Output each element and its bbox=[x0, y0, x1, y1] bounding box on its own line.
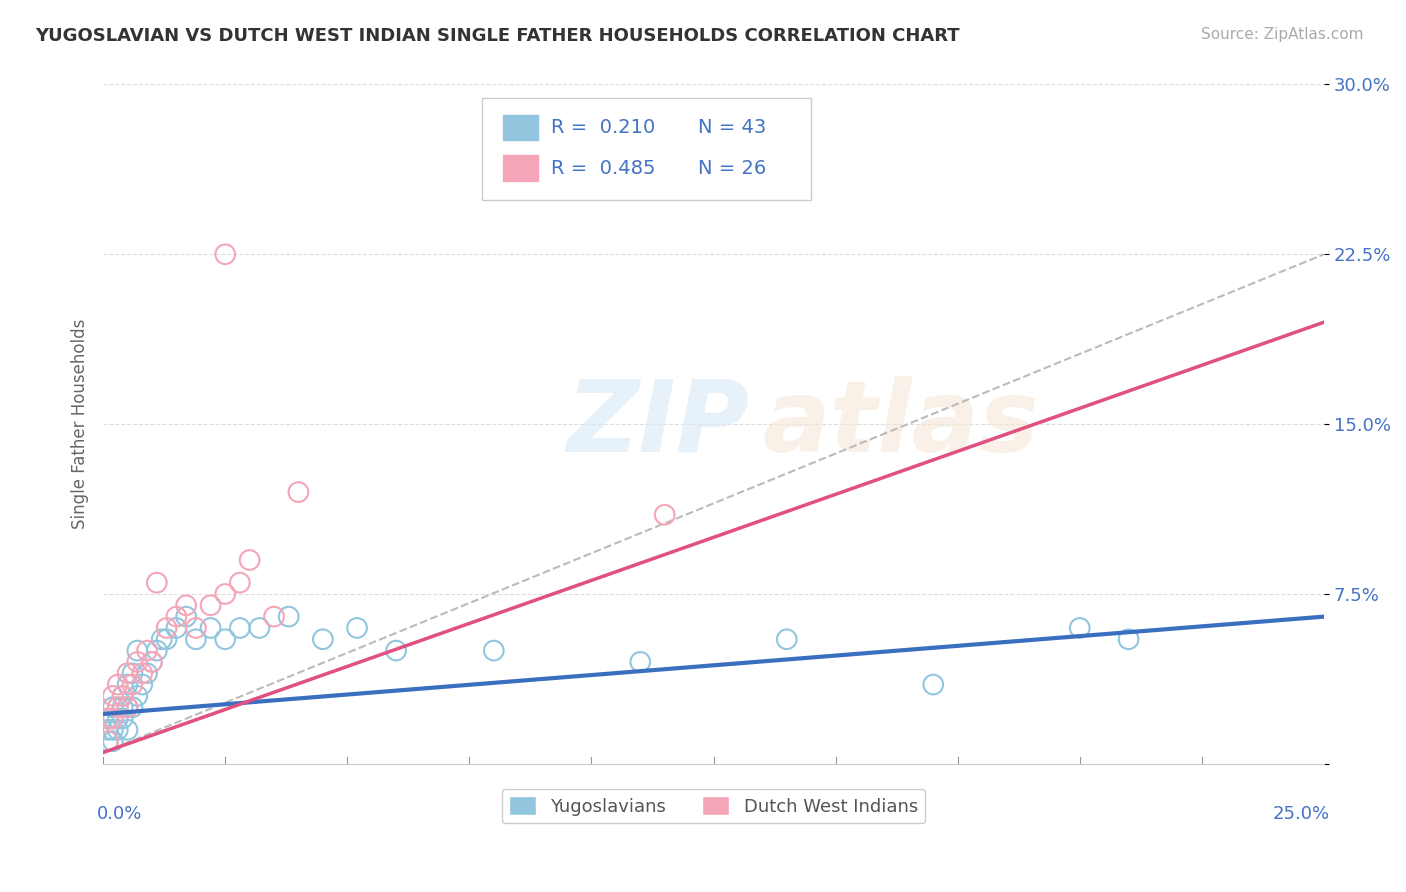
Point bbox=[111, 689, 134, 703]
Point bbox=[127, 655, 149, 669]
FancyBboxPatch shape bbox=[502, 154, 538, 182]
Point bbox=[107, 723, 129, 737]
Point bbox=[155, 621, 177, 635]
Point bbox=[107, 677, 129, 691]
Y-axis label: Single Father Households: Single Father Households bbox=[72, 319, 89, 529]
Point bbox=[214, 632, 236, 647]
Point bbox=[628, 655, 651, 669]
Point bbox=[277, 609, 299, 624]
Point bbox=[165, 621, 187, 635]
Point bbox=[214, 247, 236, 261]
Point bbox=[117, 700, 139, 714]
Legend: Yugoslavians, Dutch West Indians: Yugoslavians, Dutch West Indians bbox=[502, 789, 925, 822]
Point bbox=[263, 609, 285, 624]
Point bbox=[101, 700, 124, 714]
Point bbox=[121, 666, 143, 681]
Point bbox=[136, 666, 159, 681]
Point bbox=[101, 723, 124, 737]
Point bbox=[229, 621, 252, 635]
Text: N = 43: N = 43 bbox=[697, 118, 766, 136]
Point bbox=[97, 734, 120, 748]
Text: ZIP: ZIP bbox=[567, 376, 749, 473]
Point bbox=[214, 587, 236, 601]
Point bbox=[155, 632, 177, 647]
Point bbox=[97, 734, 120, 748]
Point bbox=[121, 700, 143, 714]
Point bbox=[107, 700, 129, 714]
Point bbox=[385, 643, 408, 657]
Point bbox=[654, 508, 676, 522]
Point bbox=[165, 609, 187, 624]
Point bbox=[184, 621, 207, 635]
Point bbox=[117, 700, 139, 714]
Point bbox=[141, 655, 163, 669]
Point bbox=[287, 485, 309, 500]
Text: atlas: atlas bbox=[762, 376, 1039, 473]
Point bbox=[131, 666, 153, 681]
Point bbox=[117, 723, 139, 737]
Text: Source: ZipAtlas.com: Source: ZipAtlas.com bbox=[1201, 27, 1364, 42]
Point bbox=[346, 621, 368, 635]
Point bbox=[101, 734, 124, 748]
Point bbox=[101, 689, 124, 703]
Point bbox=[150, 632, 173, 647]
Point bbox=[776, 632, 799, 647]
Point bbox=[127, 643, 149, 657]
Point bbox=[97, 712, 120, 726]
Point bbox=[101, 712, 124, 726]
Point bbox=[97, 723, 120, 737]
Point bbox=[117, 677, 139, 691]
Point bbox=[111, 700, 134, 714]
Point bbox=[121, 677, 143, 691]
Point bbox=[482, 643, 505, 657]
Point bbox=[127, 689, 149, 703]
Point bbox=[247, 621, 270, 635]
Point bbox=[922, 677, 945, 691]
Point bbox=[229, 575, 252, 590]
Point bbox=[107, 700, 129, 714]
Point bbox=[111, 689, 134, 703]
Point bbox=[141, 655, 163, 669]
Point bbox=[184, 632, 207, 647]
Point bbox=[111, 712, 134, 726]
Text: YUGOSLAVIAN VS DUTCH WEST INDIAN SINGLE FATHER HOUSEHOLDS CORRELATION CHART: YUGOSLAVIAN VS DUTCH WEST INDIAN SINGLE … bbox=[35, 27, 960, 45]
FancyBboxPatch shape bbox=[482, 98, 811, 200]
Point bbox=[312, 632, 335, 647]
Point bbox=[101, 712, 124, 726]
Point bbox=[174, 599, 197, 613]
Point bbox=[1118, 632, 1140, 647]
Text: N = 26: N = 26 bbox=[697, 159, 766, 178]
Text: R =  0.485: R = 0.485 bbox=[551, 159, 655, 178]
Point bbox=[146, 575, 169, 590]
Point bbox=[117, 666, 139, 681]
FancyBboxPatch shape bbox=[502, 113, 538, 141]
Point bbox=[239, 553, 262, 567]
Text: R =  0.210: R = 0.210 bbox=[551, 118, 655, 136]
Text: 0.0%: 0.0% bbox=[97, 805, 142, 822]
Text: 25.0%: 25.0% bbox=[1272, 805, 1330, 822]
Point bbox=[131, 677, 153, 691]
Point bbox=[1069, 621, 1091, 635]
Point bbox=[200, 599, 222, 613]
Point bbox=[174, 609, 197, 624]
Point bbox=[107, 712, 129, 726]
Point bbox=[97, 712, 120, 726]
Point bbox=[136, 643, 159, 657]
Point bbox=[200, 621, 222, 635]
Point bbox=[146, 643, 169, 657]
